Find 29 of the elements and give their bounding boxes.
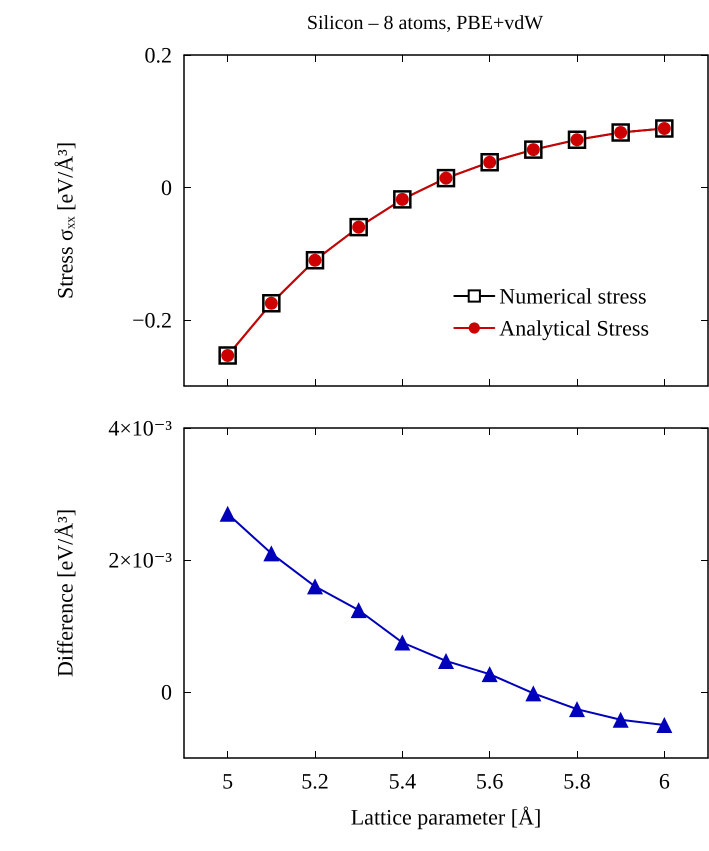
point [263, 545, 280, 562]
point [569, 701, 585, 718]
chart-title: Silicon – 8 atoms, PBE+vdW [306, 12, 544, 34]
legend-label: Numerical stress [499, 284, 647, 308]
y-tick-label: 0 [161, 174, 172, 200]
x-tick-label: 5 [222, 768, 234, 794]
x-tick-label: 5.6 [476, 768, 504, 794]
point [220, 506, 236, 522]
x-tick-label: 5.2 [301, 768, 329, 794]
y-axis-title: Stress σₓₓ [eV/Å³] [52, 142, 78, 300]
x-tick-label: 6 [658, 768, 670, 794]
x-tick-label: 5.8 [563, 768, 591, 794]
point [307, 578, 323, 594]
y-tick-label: 0 [161, 680, 172, 704]
x-axis-title: Lattice parameter [Å] [350, 804, 542, 830]
y-tick-label: 4×10⁻³ [108, 416, 172, 440]
point [482, 666, 498, 682]
y-tick-label: 0.2 [144, 42, 172, 68]
point [656, 717, 672, 733]
point [394, 634, 410, 650]
point [438, 652, 454, 669]
y-axis-title: Difference [eV/Å³] [52, 508, 78, 678]
point [525, 685, 542, 702]
point [350, 602, 367, 618]
point [612, 712, 629, 728]
y-tick-label: −0.2 [132, 307, 172, 332]
y-tick-label: 2×10⁻³ [108, 548, 172, 572]
x-tick-label: 5.4 [388, 768, 416, 794]
legend-label: Analytical Stress [499, 316, 650, 340]
